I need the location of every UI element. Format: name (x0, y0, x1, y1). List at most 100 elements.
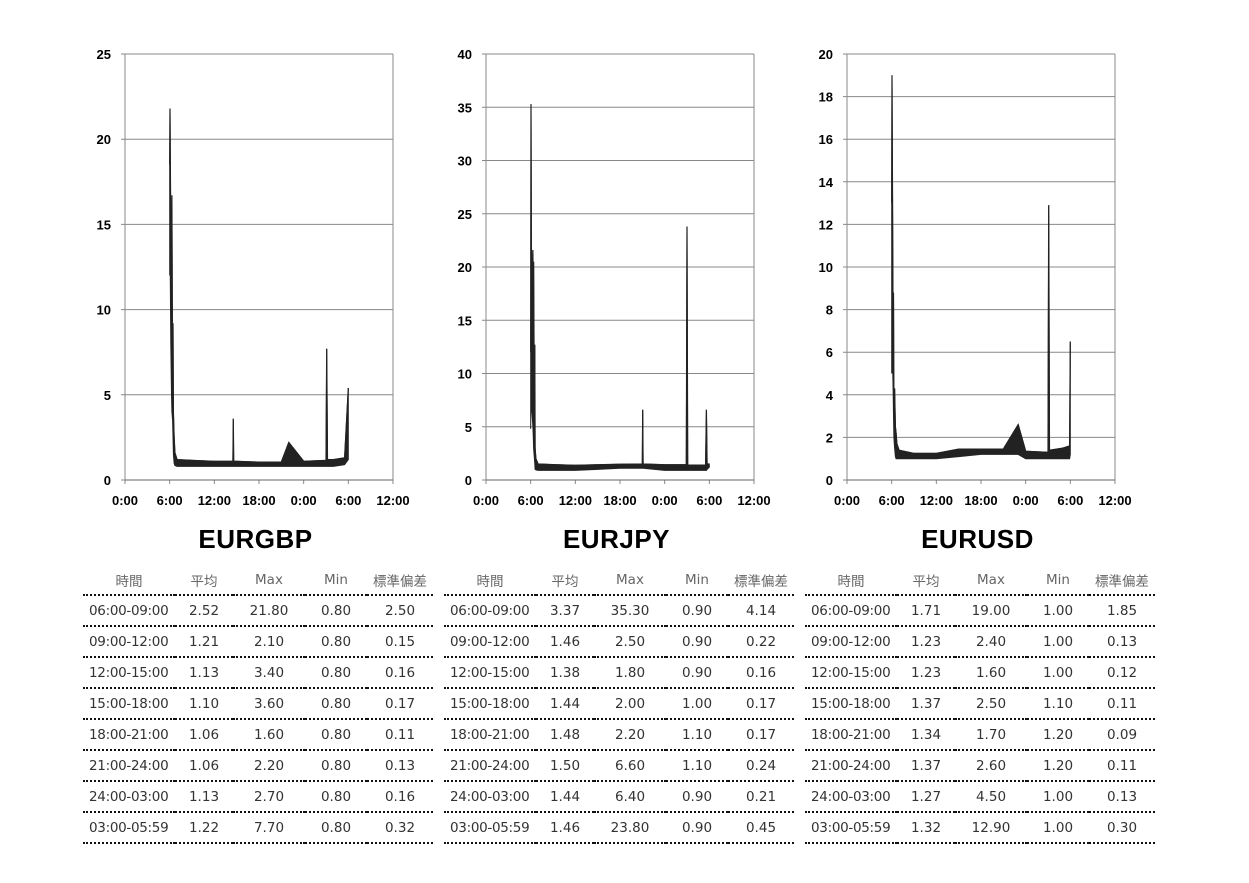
x-tick-label: 6:00 (696, 493, 722, 508)
table-cell: 35.30 (594, 595, 666, 627)
table-cell: 15:00-18:00 (805, 688, 897, 720)
table-row: 15:00-18:00 1.37 2.50 1.10 0.11 (805, 688, 1155, 720)
x-tick-label: 0:00 (834, 493, 860, 508)
chart-panel-eurjpy: 0 5 10 15 20 25 30 35 40 0:00 6:00 12:00 18:00 0:00 6:… (436, 0, 797, 883)
table-cell: 1.00 (1027, 812, 1089, 844)
table-cell: 2.40 (955, 626, 1027, 658)
table-cell: 2.20 (233, 750, 305, 782)
table-cell: 21:00-24:00 (83, 750, 175, 782)
table-cell: 1.10 (666, 719, 728, 751)
table-cell: 4.50 (955, 781, 1027, 813)
table-cell: 21:00-24:00 (805, 750, 897, 782)
table-cell: 0.21 (728, 781, 794, 813)
column-header: 標準偏差 (367, 566, 433, 596)
table-cell: 2.52 (175, 595, 233, 627)
pair-title: EURGBP (198, 524, 313, 554)
table-cell: 0.80 (305, 750, 367, 782)
table-cell: 1.44 (536, 781, 594, 813)
column-header: 標準偏差 (1089, 566, 1155, 596)
table-cell: 0.90 (666, 626, 728, 658)
y-tick-label: 18 (819, 90, 833, 105)
y-tick-label: 8 (826, 303, 833, 318)
table-cell: 15:00-18:00 (83, 688, 175, 720)
y-tick-label: 25 (458, 207, 472, 222)
table-row: 18:00-21:00 1.06 1.60 0.80 0.11 (83, 719, 433, 751)
table-cell: 2.50 (955, 688, 1027, 720)
table-cell: 06:00-09:00 (805, 595, 897, 627)
table-cell: 6.60 (594, 750, 666, 782)
table-cell: 18:00-21:00 (805, 719, 897, 751)
table-cell: 4.14 (728, 595, 794, 627)
pair-title: EURUSD (921, 524, 1034, 554)
table-cell: 06:00-09:00 (83, 595, 175, 627)
column-header: 平均 (897, 566, 955, 596)
table-cell: 1.37 (897, 750, 955, 782)
table-cell: 0.80 (305, 626, 367, 658)
x-tick-label: 18:00 (603, 493, 636, 508)
x-tick-label: 6:00 (335, 493, 361, 508)
table-row: 06:00-09:00 3.37 35.30 0.90 4.14 (444, 595, 794, 627)
table-cell: 12.90 (955, 812, 1027, 844)
column-header: Min (666, 566, 728, 596)
table-cell: 1.23 (897, 626, 955, 658)
table-cell: 1.00 (1027, 657, 1089, 689)
table-cell: 1.10 (666, 750, 728, 782)
table-row: 24:00-03:00 1.13 2.70 0.80 0.16 (83, 781, 433, 813)
table-cell: 1.06 (175, 719, 233, 751)
table-cell: 19.00 (955, 595, 1027, 627)
y-tick-label: 2 (826, 430, 833, 445)
table-cell: 0.80 (305, 657, 367, 689)
y-tick-label: 20 (819, 47, 833, 62)
table-cell: 0.90 (666, 657, 728, 689)
y-tick-label: 20 (458, 260, 472, 275)
table-cell: 1.22 (175, 812, 233, 844)
table-row: 15:00-18:00 1.10 3.60 0.80 0.17 (83, 688, 433, 720)
table-row: 12:00-15:00 1.23 1.60 1.00 0.12 (805, 657, 1155, 689)
table-row: 12:00-15:00 1.13 3.40 0.80 0.16 (83, 657, 433, 689)
spread-band (530, 104, 710, 471)
table-row: 24:00-03:00 1.44 6.40 0.90 0.21 (444, 781, 794, 813)
table-row: 09:00-12:00 1.46 2.50 0.90 0.22 (444, 626, 794, 658)
y-tick-label: 0 (104, 473, 111, 488)
x-tick-label: 12:00 (198, 493, 231, 508)
stats-table: 時間 平均 Max Min 標準偏差 06:00-09:00 2.52 21.80 0.80 2.… (83, 566, 433, 844)
pair-title: EURJPY (562, 524, 671, 554)
table-cell: 09:00-12:00 (805, 626, 897, 658)
table-cell: 0.16 (728, 657, 794, 689)
table-cell: 0.13 (1089, 781, 1155, 813)
table-cell: 3.60 (233, 688, 305, 720)
table-cell: 1.71 (897, 595, 955, 627)
table-cell: 1.48 (536, 719, 594, 751)
y-tick-label: 4 (826, 388, 834, 403)
stats-table: 時間 平均 Max Min 標準偏差 06:00-09:00 1.71 19.00 1.00 1.… (805, 566, 1155, 844)
y-tick-label: 10 (819, 260, 833, 275)
table-row: 21:00-24:00 1.50 6.60 1.10 0.24 (444, 750, 794, 782)
table-row: 03:00-05:59 1.46 23.80 0.90 0.45 (444, 812, 794, 844)
table-cell: 1.00 (1027, 595, 1089, 627)
table-cell: 24:00-03:00 (444, 781, 536, 813)
table-row: 09:00-12:00 1.21 2.10 0.80 0.15 (83, 626, 433, 658)
table-cell: 0.90 (666, 812, 728, 844)
table-cell: 3.40 (233, 657, 305, 689)
table-cell: 09:00-12:00 (444, 626, 536, 658)
table-cell: 0.45 (728, 812, 794, 844)
x-tick-label: 0:00 (291, 493, 317, 508)
table-cell: 1.20 (1027, 750, 1089, 782)
table-cell: 1.50 (536, 750, 594, 782)
y-tick-label: 12 (819, 217, 833, 232)
table-cell: 18:00-21:00 (83, 719, 175, 751)
table-cell: 2.60 (955, 750, 1027, 782)
table-cell: 18:00-21:00 (444, 719, 536, 751)
table-cell: 2.70 (233, 781, 305, 813)
price-spread-chart: 0 5 10 15 20 25 30 35 40 0:00 6:00 12:00 18:00 0:00 6:… (458, 47, 771, 508)
table-header-row: 時間 平均 Max Min 標準偏差 (444, 566, 794, 596)
column-header: 時間 (83, 566, 175, 596)
y-tick-label: 16 (819, 132, 833, 147)
table-cell: 1.00 (1027, 626, 1089, 658)
column-header: Max (594, 566, 666, 596)
table-cell: 0.80 (305, 812, 367, 844)
table-cell: 0.90 (666, 781, 728, 813)
x-tick-label: 6:00 (879, 493, 905, 508)
table-cell: 0.24 (728, 750, 794, 782)
chart-panel-eurusd: 0 2 4 6 8 10 12 14 16 18 20 0:00 6:00 12:00 18:00 0:00 6… (797, 0, 1158, 883)
